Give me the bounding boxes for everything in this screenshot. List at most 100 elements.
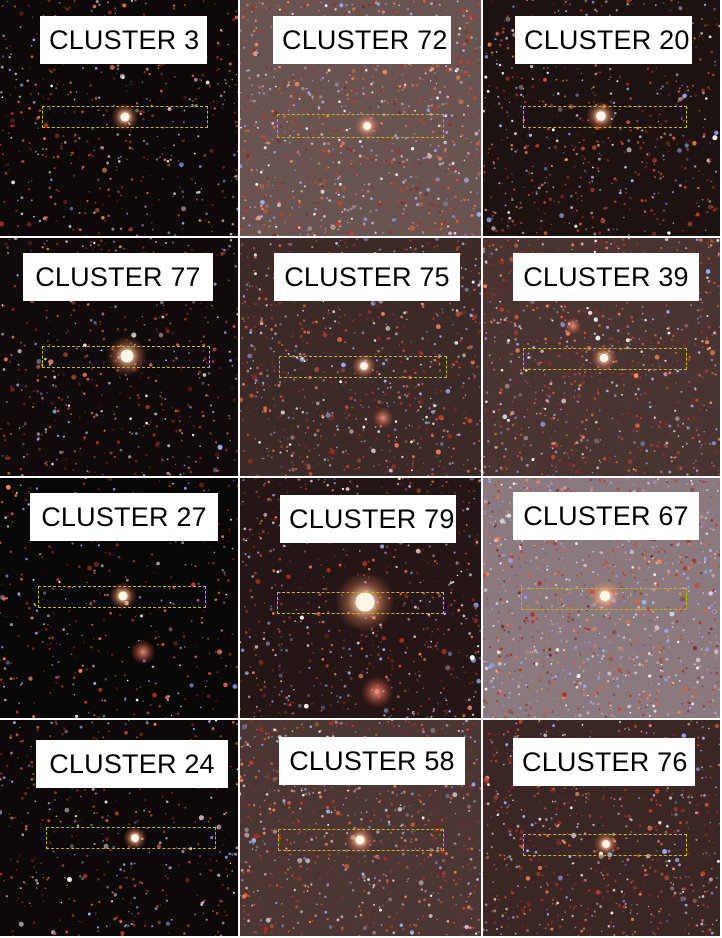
field-star — [681, 166, 683, 168]
field-star — [278, 244, 282, 247]
field-star — [45, 148, 47, 150]
field-star — [264, 133, 266, 136]
field-star — [330, 365, 333, 368]
field-star — [298, 352, 302, 356]
field-star — [50, 642, 52, 645]
field-star — [142, 117, 145, 121]
field-star — [316, 130, 320, 133]
field-star — [264, 325, 267, 327]
field-star — [92, 599, 96, 603]
field-star — [341, 465, 344, 467]
field-star — [249, 331, 252, 334]
field-star — [529, 444, 532, 447]
field-star — [311, 126, 313, 129]
field-star — [376, 140, 378, 143]
field-star — [654, 419, 657, 422]
field-star — [14, 72, 18, 76]
field-star — [277, 464, 279, 466]
field-star — [579, 176, 582, 179]
field-star — [288, 141, 291, 144]
field-star — [348, 127, 351, 130]
field-star — [341, 115, 344, 119]
field-star — [506, 225, 509, 227]
field-star — [389, 382, 392, 385]
field-star — [552, 474, 554, 476]
field-star — [90, 98, 94, 102]
field-star — [233, 253, 235, 255]
field-star — [695, 361, 698, 363]
field-star — [331, 102, 334, 106]
field-star — [584, 462, 586, 464]
field-star — [447, 186, 451, 190]
field-star — [34, 83, 37, 86]
field-star — [405, 384, 409, 388]
field-star — [302, 304, 306, 308]
field-star — [256, 391, 259, 394]
field-star — [251, 374, 258, 380]
field-star — [493, 319, 496, 322]
field-star — [348, 426, 350, 429]
field-star — [450, 456, 453, 458]
field-star — [495, 469, 498, 472]
field-star — [330, 332, 334, 336]
field-star — [120, 194, 122, 197]
field-star — [547, 386, 551, 389]
field-star — [571, 440, 573, 442]
field-star — [345, 417, 348, 419]
field-star — [169, 158, 172, 161]
field-star — [54, 133, 60, 139]
field-star — [499, 300, 502, 303]
field-star — [686, 425, 688, 428]
field-star — [28, 141, 31, 144]
field-star — [586, 342, 589, 345]
field-star — [317, 116, 321, 119]
panel-cluster-20: CLUSTER 20 — [483, 0, 722, 238]
field-star — [274, 193, 277, 197]
field-star — [362, 324, 364, 326]
field-star — [135, 102, 139, 105]
field-star — [104, 219, 107, 222]
field-star — [598, 71, 602, 74]
field-star — [312, 401, 314, 404]
field-star — [535, 391, 537, 394]
field-star — [160, 599, 163, 602]
field-star — [173, 234, 177, 236]
field-star — [49, 195, 53, 199]
field-star — [491, 143, 494, 146]
field-star — [546, 182, 549, 185]
field-star — [9, 432, 13, 436]
field-star — [224, 597, 227, 600]
field-star — [475, 38, 477, 40]
field-star — [504, 204, 507, 207]
field-star — [477, 329, 481, 334]
field-star — [145, 404, 150, 410]
field-star — [93, 714, 96, 717]
field-star — [80, 217, 82, 219]
field-star — [476, 0, 480, 3]
field-star — [113, 488, 116, 491]
field-star — [596, 140, 599, 143]
field-star — [165, 315, 167, 317]
field-star — [465, 155, 468, 158]
field-star — [378, 356, 381, 359]
field-star — [149, 612, 152, 615]
field-star — [19, 468, 23, 471]
field-star — [439, 178, 441, 181]
field-star — [382, 391, 385, 393]
field-star — [609, 140, 611, 142]
field-star — [137, 108, 139, 110]
field-star — [121, 76, 125, 79]
field-star — [43, 123, 49, 128]
field-star — [40, 433, 43, 436]
field-star — [5, 597, 8, 600]
field-star — [356, 174, 359, 176]
field-star — [645, 152, 651, 157]
cluster-core — [596, 111, 606, 121]
field-star — [449, 170, 453, 174]
field-star — [520, 93, 523, 97]
field-star — [245, 206, 248, 210]
field-star — [467, 199, 469, 201]
field-star — [431, 472, 434, 476]
field-star — [256, 30, 259, 33]
field-star — [300, 77, 303, 80]
